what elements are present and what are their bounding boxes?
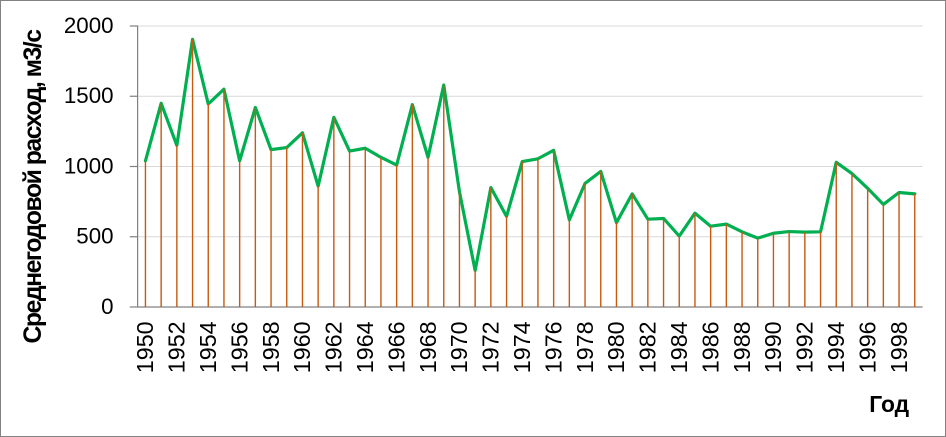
svg-text:1962: 1962 [321, 321, 347, 373]
svg-text:1992: 1992 [792, 321, 818, 373]
svg-text:1996: 1996 [854, 321, 880, 373]
svg-text:Среднегодовой расход, м3/с: Среднегодовой расход, м3/с [20, 29, 47, 344]
svg-text:1976: 1976 [540, 321, 566, 373]
svg-text:1964: 1964 [352, 321, 378, 373]
svg-text:1000: 1000 [64, 153, 114, 178]
svg-text:1994: 1994 [823, 321, 849, 373]
svg-text:1954: 1954 [195, 321, 221, 373]
svg-text:1952: 1952 [164, 321, 190, 373]
svg-text:1960: 1960 [289, 321, 315, 373]
svg-text:1990: 1990 [760, 321, 786, 373]
svg-text:1958: 1958 [258, 321, 284, 373]
svg-text:1980: 1980 [603, 321, 629, 373]
svg-text:1500: 1500 [64, 83, 114, 108]
svg-text:1966: 1966 [383, 321, 409, 373]
svg-text:1984: 1984 [666, 321, 692, 373]
svg-text:1978: 1978 [572, 321, 598, 373]
svg-text:1950: 1950 [132, 321, 158, 373]
svg-text:1998: 1998 [886, 321, 912, 373]
svg-text:1982: 1982 [635, 321, 661, 373]
svg-text:1988: 1988 [729, 321, 755, 373]
svg-text:500: 500 [76, 224, 113, 249]
svg-text:1970: 1970 [446, 321, 472, 373]
svg-text:1972: 1972 [478, 321, 504, 373]
svg-text:1986: 1986 [697, 321, 723, 373]
svg-text:1974: 1974 [509, 321, 535, 373]
svg-text:0: 0 [101, 294, 113, 319]
svg-text:Год: Год [869, 391, 909, 417]
svg-text:2000: 2000 [64, 13, 114, 38]
svg-text:1968: 1968 [415, 321, 441, 373]
svg-text:1956: 1956 [226, 321, 252, 373]
